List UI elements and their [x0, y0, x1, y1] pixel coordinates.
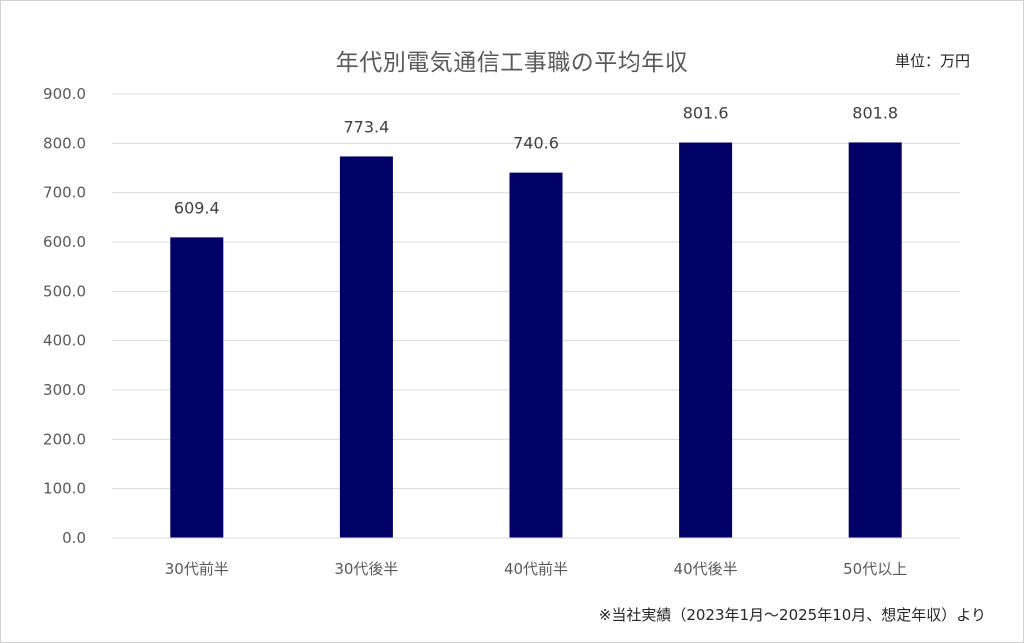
y-tick-label: 400.0: [43, 332, 86, 350]
y-tick-label: 600.0: [43, 233, 86, 251]
y-tick-label: 800.0: [43, 134, 86, 152]
y-tick-label: 100.0: [43, 480, 86, 498]
data-label: 801.8: [852, 103, 898, 122]
x-tick-label: 30代前半: [165, 560, 229, 578]
y-tick-label: 300.0: [43, 381, 86, 399]
bar: [848, 142, 902, 539]
x-tick-label: 40代後半: [674, 560, 738, 578]
x-tick-label: 30代後半: [334, 560, 398, 578]
bar: [509, 172, 563, 538]
x-tick-label: 40代前半: [504, 560, 568, 578]
chart-title: 年代別電気通信工事職の平均年収: [335, 50, 689, 76]
y-tick-label: 0.0: [62, 529, 86, 547]
data-label: 609.4: [174, 198, 220, 217]
y-tick-label: 500.0: [43, 282, 86, 300]
data-label: 740.6: [513, 134, 559, 153]
unit-label: 単位：万円: [894, 52, 970, 70]
y-tick-label: 900.0: [43, 85, 86, 103]
data-label: 773.4: [343, 117, 389, 136]
bar: [679, 142, 733, 538]
footnote: ※当社実績（2023年1月～2025年10月、想定年収）より: [598, 606, 986, 624]
y-tick-label: 200.0: [43, 430, 86, 448]
data-label: 801.6: [683, 104, 729, 123]
bar: [170, 237, 224, 538]
x-tick-label: 50代以上: [843, 560, 907, 578]
bar: [339, 156, 393, 538]
y-tick-label: 700.0: [43, 184, 86, 202]
